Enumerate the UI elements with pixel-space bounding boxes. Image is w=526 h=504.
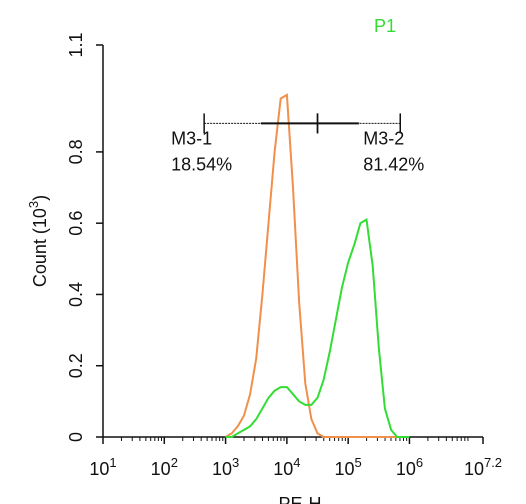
x-tick-label: 107.2 xyxy=(464,455,502,479)
y-axis-label: Count (103) xyxy=(26,195,50,287)
gate-name: M3-2 xyxy=(363,128,404,148)
chart-title: P1 xyxy=(374,16,396,36)
x-tick-label: 102 xyxy=(151,455,178,479)
y-tick-label: 1.1 xyxy=(66,32,86,57)
x-tick-label: 103 xyxy=(212,455,239,479)
x-tick-label: 106 xyxy=(396,455,423,479)
x-axis-label: PE-H xyxy=(278,494,321,504)
series-line xyxy=(225,217,410,438)
y-tick-label: 0.8 xyxy=(66,139,86,164)
y-tick-label: 0.2 xyxy=(66,353,86,378)
series-line xyxy=(225,93,410,438)
gate-percent: 81.42% xyxy=(363,154,424,174)
y-tick-label: 0.4 xyxy=(66,282,86,307)
x-tick-label: 104 xyxy=(273,455,300,479)
gate-percent: 18.54% xyxy=(171,154,232,174)
x-tick-label: 101 xyxy=(89,455,116,479)
x-tick-label: 105 xyxy=(335,455,362,479)
y-tick-label: 0.6 xyxy=(66,211,86,236)
gate-name: M3-1 xyxy=(171,128,212,148)
y-tick-label: 0 xyxy=(66,432,86,442)
